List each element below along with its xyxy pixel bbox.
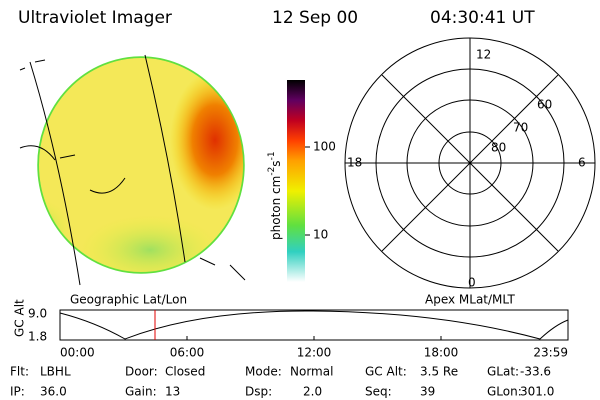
altitude-ylabel: GC Alt bbox=[13, 299, 27, 337]
info-value: 301.0 bbox=[520, 385, 554, 399]
polar-grid bbox=[344, 37, 596, 289]
info-value: -33.6 bbox=[520, 365, 551, 379]
time: 04:30:41 UT bbox=[430, 8, 535, 28]
mlat-label: 80 bbox=[491, 141, 506, 155]
info-label: GLon: bbox=[487, 385, 522, 399]
polar-caption: Apex MLat/MLT bbox=[425, 293, 515, 307]
info-label: GLat: bbox=[487, 365, 519, 379]
auroral-image bbox=[38, 57, 244, 273]
info-value: 13 bbox=[165, 385, 180, 399]
info-value: 39 bbox=[420, 385, 435, 399]
info-value: Closed bbox=[165, 365, 205, 379]
unit: photon cm bbox=[269, 176, 283, 240]
mlat-label: 60 bbox=[537, 98, 552, 112]
mlat-label: 70 bbox=[513, 121, 528, 135]
mlt-label: 0 bbox=[468, 276, 476, 290]
title: Ultraviolet Imager bbox=[18, 8, 172, 28]
image-caption: Geographic Lat/Lon bbox=[70, 293, 187, 307]
info-label: Seq: bbox=[365, 385, 392, 399]
info-value: LBHL bbox=[40, 365, 71, 379]
altitude-xtick: 18:00 bbox=[424, 346, 459, 360]
altitude-curve bbox=[59, 310, 569, 340]
info-value: 36.0 bbox=[40, 385, 67, 399]
exponent: -1 bbox=[267, 151, 277, 160]
altitude-plot-frame bbox=[59, 309, 569, 341]
colorbar-tick-label: 10 bbox=[313, 228, 328, 242]
altitude-xtick: 23:59 bbox=[533, 346, 568, 360]
info-value: Normal bbox=[290, 365, 333, 379]
date: 12 Sep 00 bbox=[272, 8, 358, 28]
altitude-ytick: 9.0 bbox=[28, 307, 47, 321]
info-label: Dsp: bbox=[245, 385, 272, 399]
colorbar bbox=[287, 80, 305, 282]
image-rim bbox=[37, 56, 245, 274]
info-value: 2.0 bbox=[303, 385, 322, 399]
info-label: IP: bbox=[10, 385, 25, 399]
altitude-xtick: 00:00 bbox=[60, 346, 95, 360]
info-label: Mode: bbox=[245, 365, 282, 379]
info-value: 3.5 Re bbox=[420, 365, 458, 379]
mlt-label: 12 bbox=[476, 48, 491, 62]
mlt-label: 18 bbox=[347, 156, 362, 170]
altitude-xtick: 06:00 bbox=[170, 346, 205, 360]
map-lines bbox=[19, 54, 246, 286]
info-label: GC Alt: bbox=[365, 365, 407, 379]
altitude-xtick: 12:00 bbox=[297, 346, 332, 360]
info-label: Flt: bbox=[10, 365, 29, 379]
unit: s bbox=[269, 160, 283, 166]
info-label: Gain: bbox=[125, 385, 157, 399]
altitude-ytick: 1.8 bbox=[28, 330, 47, 344]
colorbar-label: photon cm-2s-1 bbox=[267, 151, 283, 240]
mlt-label: 6 bbox=[578, 156, 586, 170]
info-label: Door: bbox=[125, 365, 158, 379]
exponent: -2 bbox=[267, 167, 277, 176]
colorbar-tick-label: 100 bbox=[313, 140, 336, 154]
